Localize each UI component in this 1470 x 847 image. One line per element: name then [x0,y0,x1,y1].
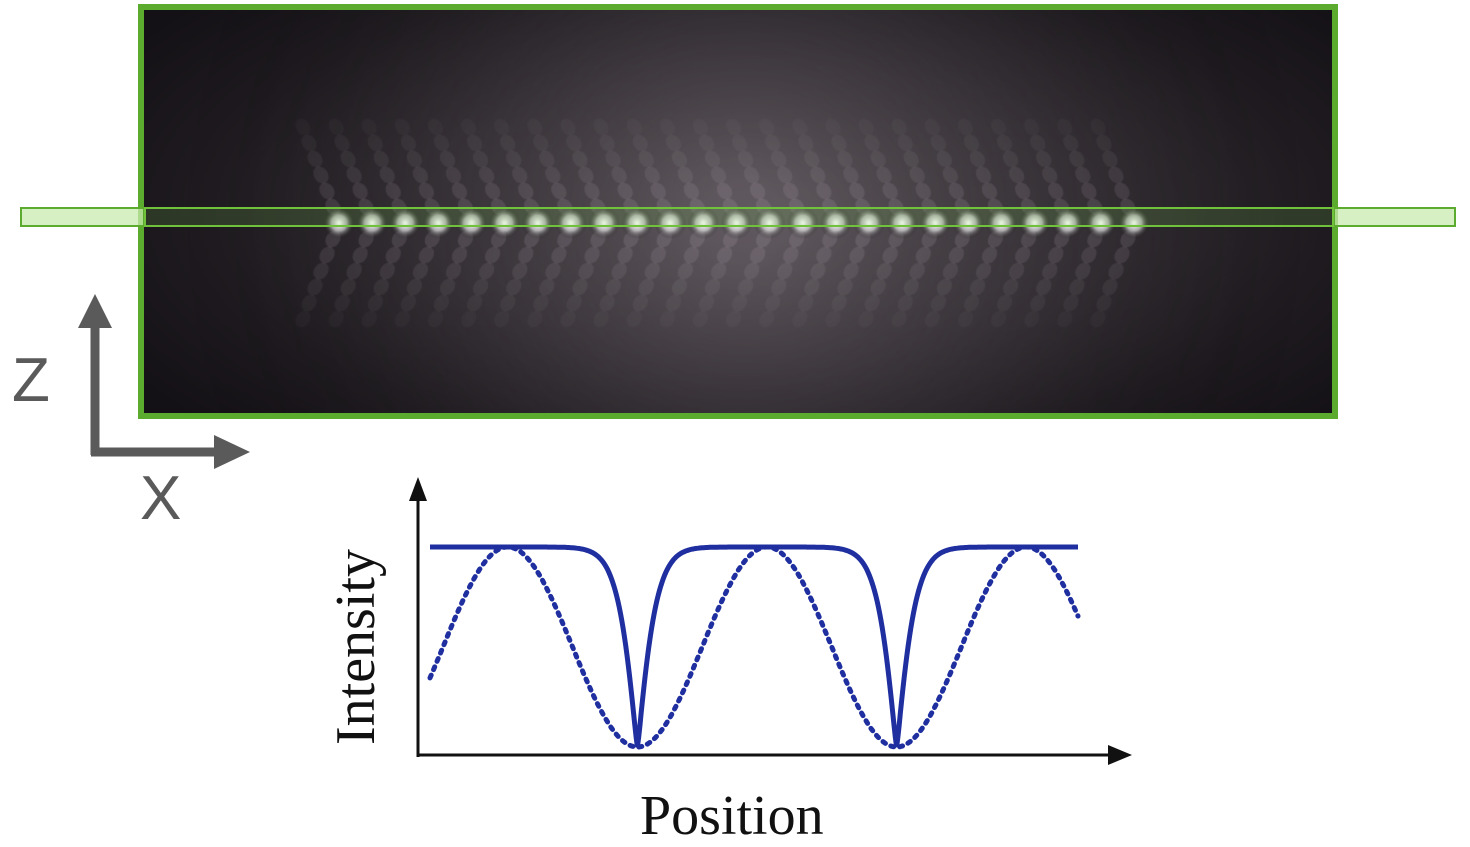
z-axis-label: Z [12,346,50,415]
plot-y-axis-label: Intensity [325,549,387,745]
lattice-image-frame [138,4,1338,419]
z-arrowhead [78,294,112,328]
plot-x-axis-label: Position [640,785,824,847]
x-axis-label: X [140,464,182,533]
slice-indicator-left [20,207,145,227]
plot-x-arrowhead [1108,745,1132,765]
plot-y-arrowhead [409,477,427,501]
coordinate-axes [78,294,250,469]
series-dotted-line [427,544,1081,750]
x-arrowhead [214,435,250,469]
lattice-fluorescence-image [144,10,1332,413]
slice-indicator-inner [144,207,1334,227]
intensity-profile-plot [409,477,1132,765]
slice-indicator-right [1333,207,1456,227]
series-solid-line [430,544,1078,748]
